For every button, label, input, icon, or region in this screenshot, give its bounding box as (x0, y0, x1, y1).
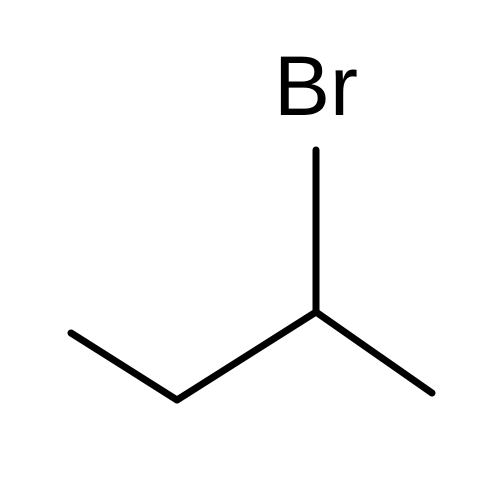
bond (177, 312, 316, 400)
bond (316, 312, 432, 393)
molecule-diagram: Br (0, 0, 500, 500)
atoms-group: Br (274, 39, 358, 133)
bond (71, 333, 177, 400)
bonds-group (71, 150, 432, 400)
atom-label: Br (274, 39, 358, 133)
